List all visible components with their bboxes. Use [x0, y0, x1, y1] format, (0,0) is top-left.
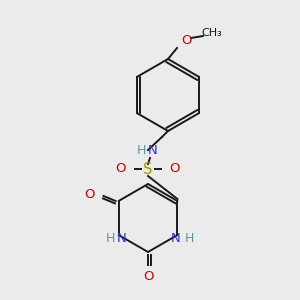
- Text: N: N: [117, 232, 126, 244]
- Text: H: H: [106, 232, 115, 244]
- Text: O: O: [84, 188, 95, 202]
- Text: N: N: [171, 232, 180, 244]
- Text: O: O: [143, 271, 153, 284]
- Text: O: O: [170, 163, 180, 176]
- Text: O: O: [116, 163, 126, 176]
- Text: S: S: [143, 161, 153, 176]
- Text: O: O: [181, 34, 191, 46]
- Text: N: N: [148, 145, 158, 158]
- Text: H: H: [136, 145, 146, 158]
- Text: CH₃: CH₃: [202, 28, 222, 38]
- Text: H: H: [185, 232, 194, 244]
